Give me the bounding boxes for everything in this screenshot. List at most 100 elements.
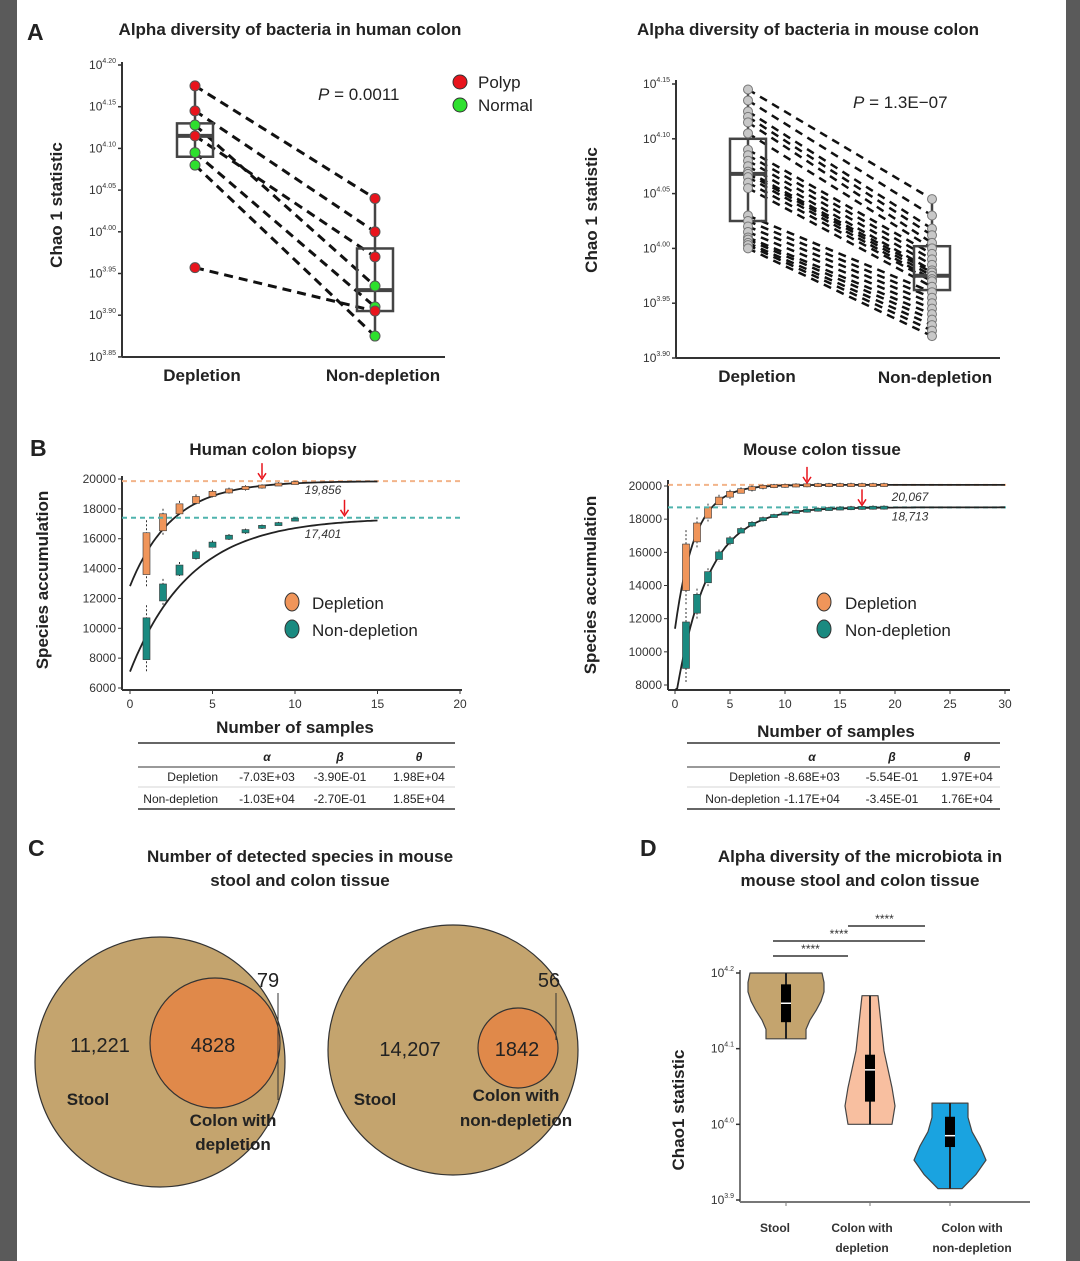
d-ytick-label: 104.2: [711, 966, 734, 980]
a-right-point-non-depletion: [927, 210, 937, 221]
b-right-sample-box: [759, 517, 767, 522]
a-left-pair-line: [194, 84, 376, 200]
b-right-sample-box: [704, 571, 712, 584]
venn1-only-stool: 11,221: [70, 1035, 130, 1057]
panel-c-title-line1: Number of detected species in mouse: [147, 847, 453, 866]
a-left-ytick-label: 104.00: [89, 225, 116, 239]
b-right-sample-box: [704, 506, 712, 519]
b-left-sample-box: [192, 551, 200, 559]
a-left-point-depletion: [189, 262, 201, 274]
b-right-sample-box: [770, 514, 778, 518]
b-right-xtick-label: 0: [672, 697, 679, 711]
b-left-table-cell: 1.85E+04: [393, 792, 445, 806]
d-ytick-label: 104.1: [711, 1042, 734, 1056]
a-right-ytick-label: 104.15: [643, 77, 670, 91]
b-right-sample-box: [781, 484, 789, 488]
legend-normal-marker: [452, 97, 468, 113]
b-left-xtick-label: 10: [288, 697, 302, 711]
d-xcat-label: Stool: [760, 1221, 790, 1235]
b-left-sample-box: [274, 522, 283, 526]
a-right-ytick-label: 103.90: [643, 351, 670, 365]
panel-a-right-xcat-non-depletion: Non-depletion: [878, 368, 992, 387]
b-left-table-cell: -1.03E+04: [239, 792, 295, 806]
a-left-pair-line: [194, 134, 376, 259]
d-xcat-label: Colon with: [941, 1221, 1002, 1235]
b-right-sample-box: [825, 483, 833, 487]
a-left-point-non-depletion: [369, 330, 381, 342]
panel-letter-d: D: [640, 835, 657, 861]
b-right-sample-box: [682, 621, 690, 669]
d-significance-label: ****: [830, 927, 849, 941]
b-left-xtick-label: 0: [127, 697, 134, 711]
legend-b-left-non-depletion-marker: [284, 619, 300, 639]
a-right-pair-line: [747, 236, 933, 316]
b-left-table-cell: -3.90E-01: [314, 770, 367, 784]
b-right-ytick-label: 12000: [629, 612, 663, 626]
d-ytick-label: 103.9: [711, 1193, 734, 1207]
b-left-sample-box: [208, 541, 217, 548]
b-right-sample-box: [803, 483, 811, 488]
b-right-table-header: β: [887, 750, 896, 764]
a-left-point-depletion: [189, 105, 201, 117]
a-right-point-non-depletion: [927, 194, 937, 205]
b-right-sample-box: [836, 483, 844, 487]
a-right-point-depletion: [743, 117, 753, 128]
b-left-ytick-label: 20000: [83, 472, 117, 486]
panel-a-right-ylabel: Chao 1 statistic: [582, 147, 601, 273]
b-right-table-row-label: Non-depletion: [705, 792, 780, 806]
legend-polyp-label: Polyp: [478, 73, 521, 92]
a-left-point-non-depletion: [369, 305, 381, 317]
a-right-ytick-label: 104.10: [643, 132, 670, 146]
b-right-ytick-label: 18000: [629, 512, 663, 526]
b-right-sample-box: [759, 484, 767, 489]
b-left-xtick-label: 20: [453, 697, 467, 711]
b-right-sample-box: [836, 506, 844, 511]
b-right-sample-box: [693, 594, 701, 614]
a-right-pair-line: [747, 243, 933, 332]
b-right-table-cell: -5.54E-01: [866, 770, 919, 784]
b-right-sample-box: [726, 491, 734, 498]
b-right-xtick-label: 25: [943, 697, 957, 711]
b-left-sample-box: [225, 534, 233, 540]
a-right-pair-line: [747, 187, 933, 288]
venn2-only-stool: 14,207: [379, 1039, 440, 1061]
a-right-pair-line: [747, 159, 933, 266]
d-xcat-label: depletion: [835, 1241, 888, 1255]
panel-b-right-xlabel: Number of samples: [757, 722, 915, 741]
a-right-pair-line: [747, 115, 933, 237]
d-xcat-label: Colon with: [831, 1221, 892, 1235]
a-left-point-depletion: [189, 119, 201, 131]
b-right-sample-box: [858, 483, 866, 487]
b-right-table-cell: -3.45E-01: [866, 792, 919, 806]
a-left-point-non-depletion: [369, 226, 381, 238]
b-left-table-cell: -7.03E+03: [239, 770, 295, 784]
panel-d-ylabel: Chao1 statistic: [669, 1050, 688, 1171]
b-left-ytick-label: 18000: [83, 502, 117, 516]
b-left-plateau-label: 17,401: [305, 527, 342, 541]
a-left-ytick-label: 103.95: [89, 267, 116, 281]
b-right-xtick-label: 15: [833, 697, 847, 711]
a-right-pair-line: [747, 165, 933, 272]
panel-a-left-xcat-non-depletion: Non-depletion: [326, 366, 440, 385]
a-left-point-non-depletion: [369, 251, 381, 263]
a-right-point-non-depletion: [927, 331, 937, 342]
b-left-sample-box: [291, 517, 299, 522]
a-right-point-depletion: [743, 183, 753, 194]
a-right-pair-line: [747, 225, 933, 305]
b-left-sample-box: [241, 485, 250, 490]
venn1-overlap: 4828: [191, 1035, 236, 1057]
b-left-ytick-label: 8000: [89, 651, 116, 665]
b-left-table-header: θ: [416, 750, 423, 764]
b-left-saturation-arrow-head: [257, 472, 267, 481]
a-right-point-depletion: [743, 95, 753, 106]
a-right-pair-line: [747, 176, 933, 281]
panel-letter-a: A: [27, 19, 44, 45]
legend-b-right-non-depletion: Non-depletion: [845, 621, 951, 640]
b-right-table-header: θ: [964, 750, 971, 764]
b-left-ytick-label: 10000: [83, 621, 117, 635]
a-left-pair-line: [194, 151, 376, 308]
venn1-colon-label-line1: Colon with: [190, 1111, 277, 1130]
b-right-ytick-label: 16000: [629, 545, 663, 559]
b-left-fit-curve: [129, 519, 378, 672]
